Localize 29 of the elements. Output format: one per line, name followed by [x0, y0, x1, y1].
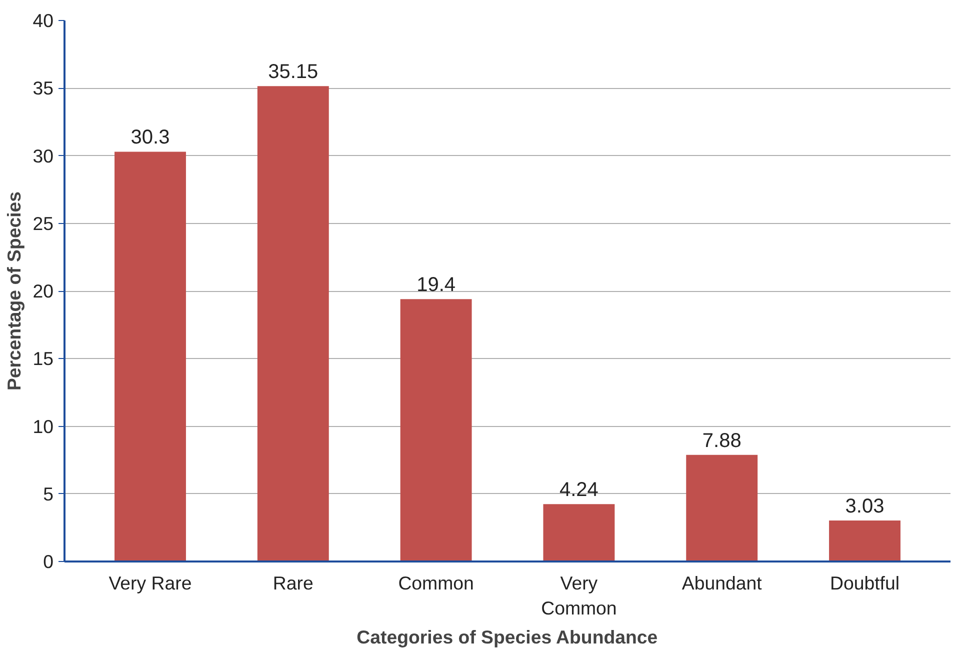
data-label: 3.03: [845, 496, 884, 518]
y-tick-label: 15: [32, 348, 54, 370]
x-tick-label: Common: [398, 572, 474, 594]
x-tick-label: Very Common: [541, 572, 617, 619]
y-tick-label: 5: [43, 483, 54, 504]
y-tick-label: 10: [32, 416, 54, 437]
y-tick-label: 20: [32, 280, 54, 302]
y-axis-title: Percentage of Species: [4, 191, 25, 391]
y-tick-label: 25: [32, 212, 54, 234]
data-label: 30.3: [130, 126, 170, 149]
x-tick-label: Very Rare: [108, 572, 192, 594]
y-tick-label: 35: [32, 78, 54, 99]
x-tick-label: Rare: [272, 572, 314, 594]
bar: [829, 520, 900, 562]
data-label: 35.15: [268, 61, 318, 84]
bar: [114, 152, 186, 562]
bar: [257, 86, 329, 562]
x-axis-title: Categories of Species Abundance: [356, 626, 658, 648]
x-tick-label: Abundant: [682, 572, 763, 594]
data-label: 7.88: [702, 430, 742, 452]
bar: [543, 504, 615, 562]
x-tick-label: Doubtful: [830, 572, 900, 594]
y-tick-label: 0: [43, 551, 54, 572]
data-label: 4.24: [559, 479, 598, 502]
bar: [686, 454, 758, 562]
bar: [400, 299, 472, 562]
y-tick-label: 40: [32, 10, 54, 31]
data-label: 19.4: [416, 274, 456, 296]
y-tick-label: 30: [32, 145, 54, 166]
